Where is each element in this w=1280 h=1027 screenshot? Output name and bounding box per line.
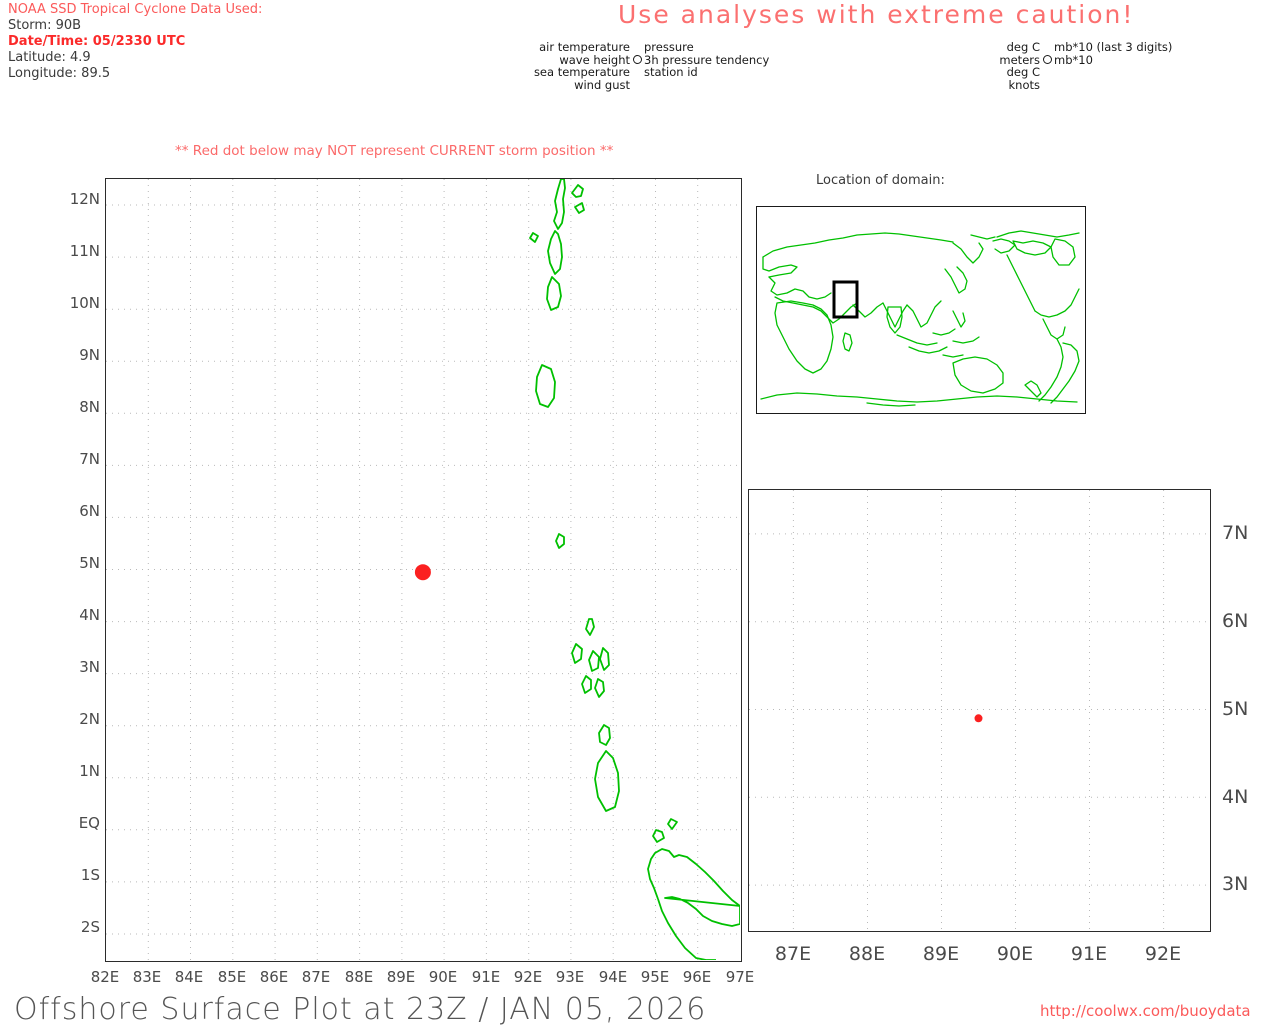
legend-label-pressure: pressure	[644, 40, 694, 54]
storm-label: Storm: 90B	[8, 18, 82, 33]
main-map-panel[interactable]: 27 099 −1 VRBH9	[105, 178, 823, 962]
main-ylabel-5N: 5N	[79, 554, 100, 572]
units-legend: deg C mb*10 (last 3 digits) meters mb*10…	[988, 41, 1172, 91]
legend-label-air-temperature: air temperature	[539, 40, 630, 54]
inset-ylabel-6N: 6N	[1222, 610, 1249, 632]
units-row-deg-c-bottom: deg C	[988, 66, 1172, 79]
units-label-pressure-tendency: mb*10	[1054, 52, 1093, 67]
caution-banner: Use analyses with extreme caution!	[618, 0, 1135, 29]
main-ylabel-3N: 3N	[79, 658, 100, 676]
world-coastlines	[760, 230, 1080, 407]
inset-ylabel-3N: 3N	[1222, 873, 1249, 895]
main-ylabel-12N: 12N	[69, 190, 100, 208]
legend-label-station-id: station id	[644, 65, 698, 79]
main-xlabel-92E: 92E	[513, 968, 543, 986]
main-xlabel-91E: 91E	[471, 968, 501, 986]
grid-lines	[106, 179, 740, 960]
main-xlabel-93E: 93E	[555, 968, 585, 986]
legend-row-wind-gust: wind gust	[520, 77, 769, 92]
inset-xlabel-88E: 88E	[848, 943, 886, 965]
units-row-knots: knots	[988, 77, 1172, 92]
units-label-wave-height: meters	[999, 52, 1040, 67]
main-xlabel-95E: 95E	[640, 968, 670, 986]
main-xlabel-96E: 96E	[682, 968, 712, 986]
inset-ylabel-5N: 5N	[1222, 698, 1249, 720]
main-xlabel-84E: 84E	[174, 968, 204, 986]
domain-box	[832, 280, 859, 319]
units-label-wind-gust: knots	[1008, 77, 1041, 92]
units-row-deg-c-top: deg C mb*10 (last 3 digits)	[988, 40, 1173, 54]
inset-ylabel-7N: 7N	[1222, 522, 1249, 544]
main-xlabel-85E: 85E	[217, 968, 247, 986]
station-circle-icon	[1040, 54, 1054, 67]
main-xlabel-97E: 97E	[725, 968, 755, 986]
main-ylabel-6N: 6N	[79, 502, 100, 520]
station-circle-icon	[630, 54, 644, 67]
main-map-canvas	[106, 179, 740, 960]
locator-map-title: Location of domain:	[816, 173, 945, 188]
main-ylabel-1S: 1S	[80, 866, 100, 884]
inset-xlabel-87E: 87E	[774, 943, 812, 965]
header-info-block: NOAA SSD Tropical Cyclone Data Used: Sto…	[8, 2, 428, 82]
legend-row-sea-temperature: sea temperature station id	[520, 66, 769, 79]
units-label-pressure: mb*10 (last 3 digits)	[1054, 40, 1173, 54]
inset-ylabel-4N: 4N	[1222, 786, 1249, 808]
station-model-legend: air temperature pressure wave height 3h …	[520, 41, 769, 91]
units-label-air-temperature: deg C	[1006, 40, 1040, 54]
datetime-label: Date/Time: 05/2330 UTC	[8, 34, 186, 49]
main-ylabel-1N: 1N	[79, 762, 100, 780]
main-ylabel-2S: 2S	[80, 918, 100, 936]
main-ylabel-2N: 2N	[79, 710, 100, 728]
longitude-label: Longitude: 89.5	[8, 66, 111, 81]
coastlines	[529, 179, 740, 960]
page-title: Offshore Surface Plot at 23Z / JAN 05, 2…	[14, 992, 707, 1027]
legend-label-sea-temperature: sea temperature	[533, 65, 630, 79]
storm-position-dot-inset	[974, 714, 983, 723]
main-ylabel-10N: 10N	[69, 294, 100, 312]
main-xlabel-86E: 86E	[259, 968, 289, 986]
legend-label-pressure-tendency: 3h pressure tendency	[644, 52, 770, 67]
storm-position-dot	[414, 564, 431, 581]
legend-label-wind-gust: wind gust	[574, 77, 630, 92]
zoom-inset-canvas	[749, 490, 1208, 929]
locator-map-canvas	[760, 230, 1080, 407]
zoom-inset-panel[interactable]	[748, 489, 1211, 932]
data-source-line: NOAA SSD Tropical Cyclone Data Used:	[8, 2, 263, 17]
main-ylabel-9N: 9N	[79, 346, 100, 364]
main-xlabel-90E: 90E	[428, 968, 458, 986]
latitude-label: Latitude: 4.9	[8, 50, 91, 65]
legend-label-wave-height: wave height	[559, 52, 630, 67]
main-xlabel-88E: 88E	[344, 968, 374, 986]
main-ylabel-11N: 11N	[69, 242, 100, 260]
units-row-meters: meters mb*10	[988, 52, 1172, 67]
inset-grid-lines	[749, 490, 1208, 929]
inset-xlabel-89E: 89E	[922, 943, 960, 965]
main-ylabel-7N: 7N	[79, 450, 100, 468]
legend-row-air-temperature: air temperature pressure	[520, 41, 769, 54]
legend-row-wave-height: wave height 3h pressure tendency	[520, 52, 770, 67]
inset-xlabel-90E: 90E	[996, 943, 1034, 965]
inset-xlabel-91E: 91E	[1070, 943, 1108, 965]
main-ylabel-8N: 8N	[79, 398, 100, 416]
main-ylabel-EQ: EQ	[78, 814, 100, 832]
main-xlabel-82E: 82E	[90, 968, 120, 986]
units-label-sea-temperature: deg C	[1006, 65, 1040, 79]
main-xlabel-83E: 83E	[132, 968, 162, 986]
source-url-link[interactable]: http://coolwx.com/buoydata	[1040, 1002, 1251, 1020]
main-ylabel-4N: 4N	[79, 606, 100, 624]
main-xlabel-87E: 87E	[301, 968, 331, 986]
main-xlabel-89E: 89E	[386, 968, 416, 986]
red-dot-disclaimer: ** Red dot below may NOT represent CURRE…	[175, 143, 614, 159]
inset-xlabel-92E: 92E	[1144, 943, 1182, 965]
locator-map-panel[interactable]	[756, 206, 1086, 414]
main-xlabel-94E: 94E	[598, 968, 628, 986]
